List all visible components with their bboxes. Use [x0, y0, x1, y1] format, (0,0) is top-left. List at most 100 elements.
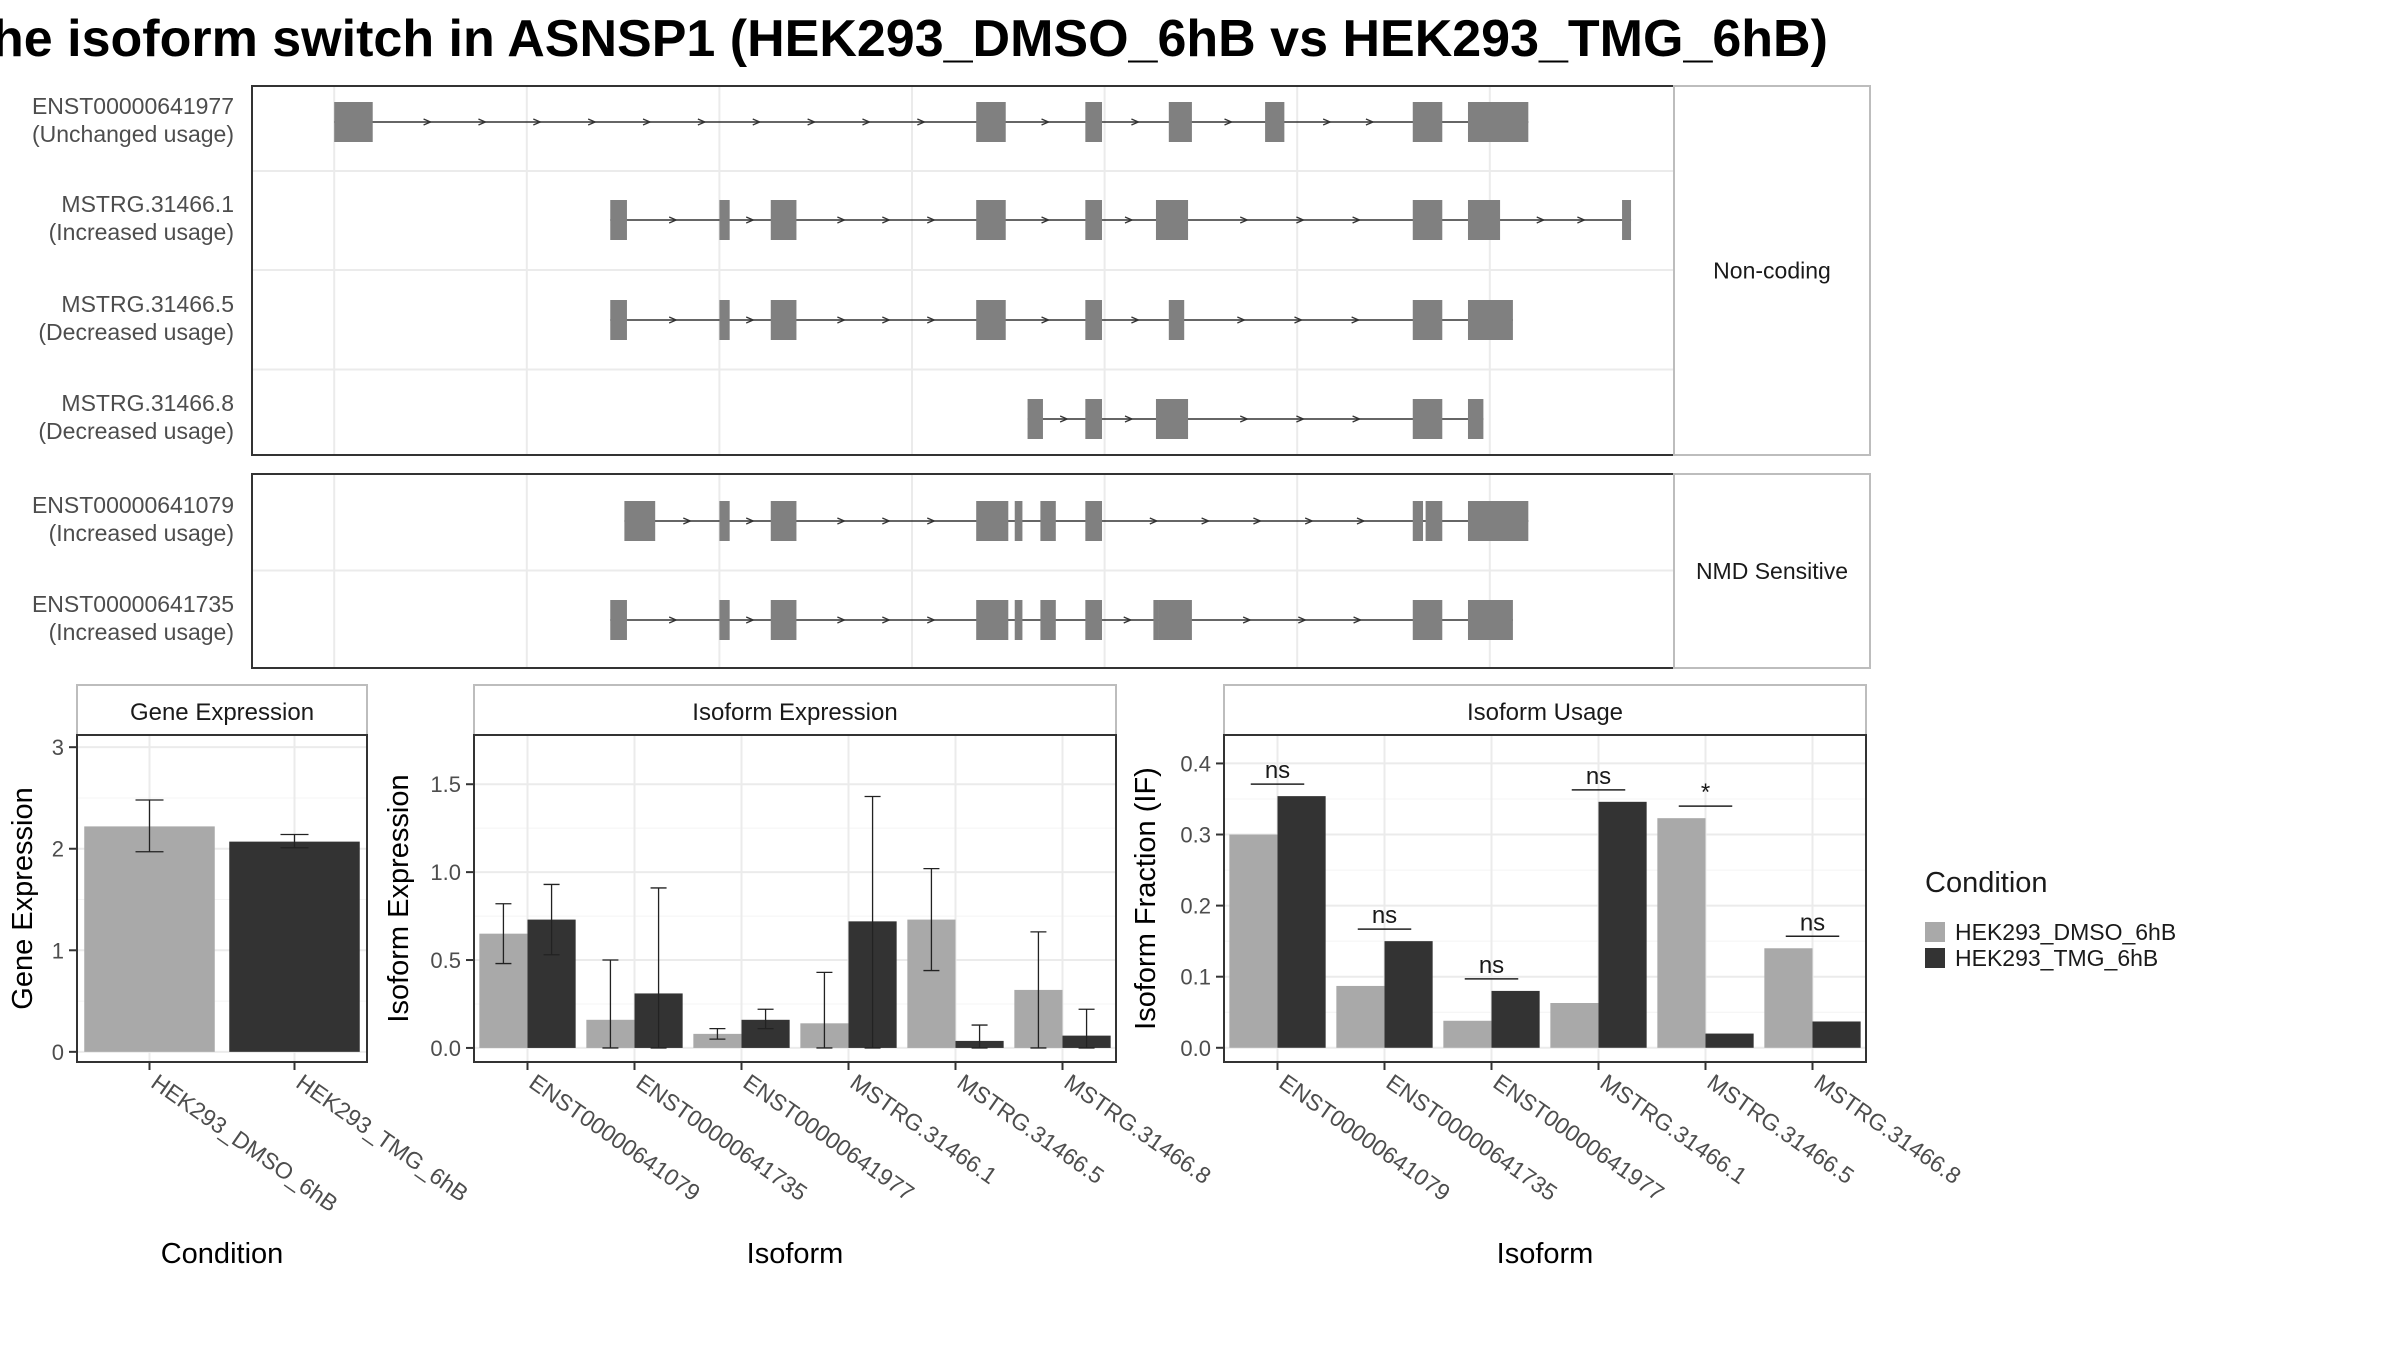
intron-arrow	[1536, 216, 1546, 224]
exon-block	[1085, 300, 1103, 340]
intron-arrow	[882, 517, 891, 525]
exon-block	[1412, 300, 1443, 340]
exon-block	[1040, 600, 1056, 640]
transcript-ENST00000641079	[624, 501, 1529, 541]
exon-block	[1412, 200, 1443, 240]
bar-HEK293_TMG_6hB-ENST00000641977	[1491, 990, 1540, 1048]
exon-block	[976, 300, 1006, 340]
chart-title: Isoform Expression	[692, 699, 897, 726]
significance-label: ns	[1479, 952, 1504, 979]
bar-HEK293_DMSO_6hB-MSTRG.31466.8	[1764, 948, 1813, 1048]
y-tick-label: 0.2	[1180, 894, 1211, 919]
transcript-MSTRG.31466.5	[610, 300, 1513, 340]
bar-HEK293_TMG_6hB-MSTRG.31466.1	[1598, 801, 1647, 1048]
intron-arrow	[1239, 415, 1249, 423]
strip-label: Non-coding	[1713, 258, 1831, 284]
intron-arrow	[862, 118, 872, 126]
transcript-usage: (Increased usage)	[49, 619, 234, 645]
chart-border	[76, 734, 368, 1063]
bar-HEK293_TMG_6hB	[229, 841, 360, 1052]
intron-arrow	[745, 616, 755, 624]
intron-arrow	[668, 216, 678, 224]
y-tick-label: 1	[52, 938, 64, 963]
intron-arrow	[1239, 216, 1249, 224]
intron-arrow	[1242, 616, 1252, 624]
intron-arrow	[1041, 216, 1051, 224]
intron-arrow	[668, 316, 678, 324]
intron-arrow	[642, 118, 652, 126]
bar-HEK293_TMG_6hB-MSTRG.31466.5	[1705, 1033, 1754, 1048]
legend-label-dmso: HEK293_DMSO_6hB	[1955, 919, 2176, 945]
exon-block	[1412, 399, 1443, 439]
bar-HEK293_DMSO_6hB	[84, 826, 215, 1052]
transcript-MSTRG.31466.8	[1027, 399, 1484, 439]
exon-block	[976, 102, 1006, 142]
transcript-usage: (Decreased usage)	[38, 319, 234, 345]
exon-block	[1622, 200, 1632, 240]
exon-block	[1085, 102, 1103, 142]
y-axis-title: Gene Expression	[7, 787, 39, 1009]
y-axis-title: Isoform Expression	[383, 774, 415, 1022]
x-axis-title: Isoform	[1497, 1238, 1594, 1270]
exon-block	[334, 102, 373, 142]
exon-block	[1168, 102, 1192, 142]
intron-arrow	[1296, 415, 1306, 423]
intron-arrow	[587, 118, 597, 126]
y-tick-label: 1.5	[430, 772, 461, 797]
intron-arrow	[1253, 517, 1263, 525]
transcript-label: ENST00000641079 (Increased usage)	[32, 492, 234, 546]
transcript-ENST00000641735	[610, 600, 1513, 640]
bar-HEK293_DMSO_6hB-MSTRG.31466.1	[1550, 1002, 1599, 1048]
exon-block	[976, 600, 1009, 640]
figure-title: he isoform switch in ASNSP1 (HEK293_DMSO…	[0, 10, 1828, 68]
exon-block	[770, 501, 797, 541]
bar-HEK293_DMSO_6hB-ENST00000641079	[1229, 834, 1278, 1048]
intron-arrow	[745, 517, 755, 525]
strip-box	[1673, 85, 1871, 456]
exon-block	[1265, 102, 1285, 142]
transcript-label: MSTRG.31466.8 (Decreased usage)	[38, 390, 234, 444]
intron-arrow	[1351, 316, 1361, 324]
y-tick-label: 3	[52, 735, 64, 760]
intron-arrow	[1041, 316, 1051, 324]
x-tick-label: ENST00000641977	[739, 1069, 919, 1206]
exon-block	[1158, 600, 1192, 640]
exon-block	[770, 600, 797, 640]
strip-label: NMD Sensitive	[1696, 558, 1848, 584]
exon-block	[1412, 102, 1443, 142]
intron-arrow	[882, 316, 891, 324]
transcript-label: ENST00000641977 (Unchanged usage)	[32, 93, 234, 147]
significance-label: ns	[1265, 757, 1290, 784]
chart-border	[1223, 734, 1867, 1063]
bar-HEK293_DMSO_6hB-ENST00000641977	[693, 1033, 742, 1048]
exon-block	[1467, 399, 1484, 439]
condition-legend: Condition HEK293_DMSO_6hB HEK293_TMG_6hB	[1925, 867, 2176, 971]
intron-arrow	[837, 616, 847, 624]
intron-arrow	[1294, 316, 1304, 324]
exon-block	[1085, 501, 1103, 541]
y-axis-title: Isoform Fraction (IF)	[1130, 767, 1162, 1030]
intron-arrow	[752, 118, 762, 126]
intron-arrow	[927, 216, 936, 224]
exon-block	[1467, 200, 1501, 240]
intron-arrow	[917, 118, 926, 126]
x-tick-label: ENST00000641735	[632, 1069, 812, 1206]
y-tick-label: 2	[52, 837, 64, 862]
transcript-ENST00000641977	[334, 102, 1529, 142]
exon-block	[610, 600, 627, 640]
exon-block	[610, 200, 627, 240]
intron-arrow	[1298, 616, 1307, 624]
chart-isoform-usage: Isoform Usage ns ns ns ns * ns 0.0 0.1 0.2 0.3 0.4 E…	[1130, 684, 1966, 1270]
legend-swatch-tmg	[1925, 948, 1945, 968]
x-tick-label: ENST00000641977	[1489, 1069, 1669, 1206]
y-tick-label: 0	[52, 1040, 64, 1065]
transcript-usage: (Decreased usage)	[38, 418, 234, 444]
intron-arrow	[1131, 118, 1141, 126]
strip-box	[1673, 473, 1871, 669]
intron-arrow	[1352, 415, 1362, 423]
exon-block	[1085, 600, 1103, 640]
intron-arrow	[1322, 118, 1332, 126]
y-tick-label: 0.1	[1180, 965, 1211, 990]
intron-arrow	[1124, 216, 1134, 224]
